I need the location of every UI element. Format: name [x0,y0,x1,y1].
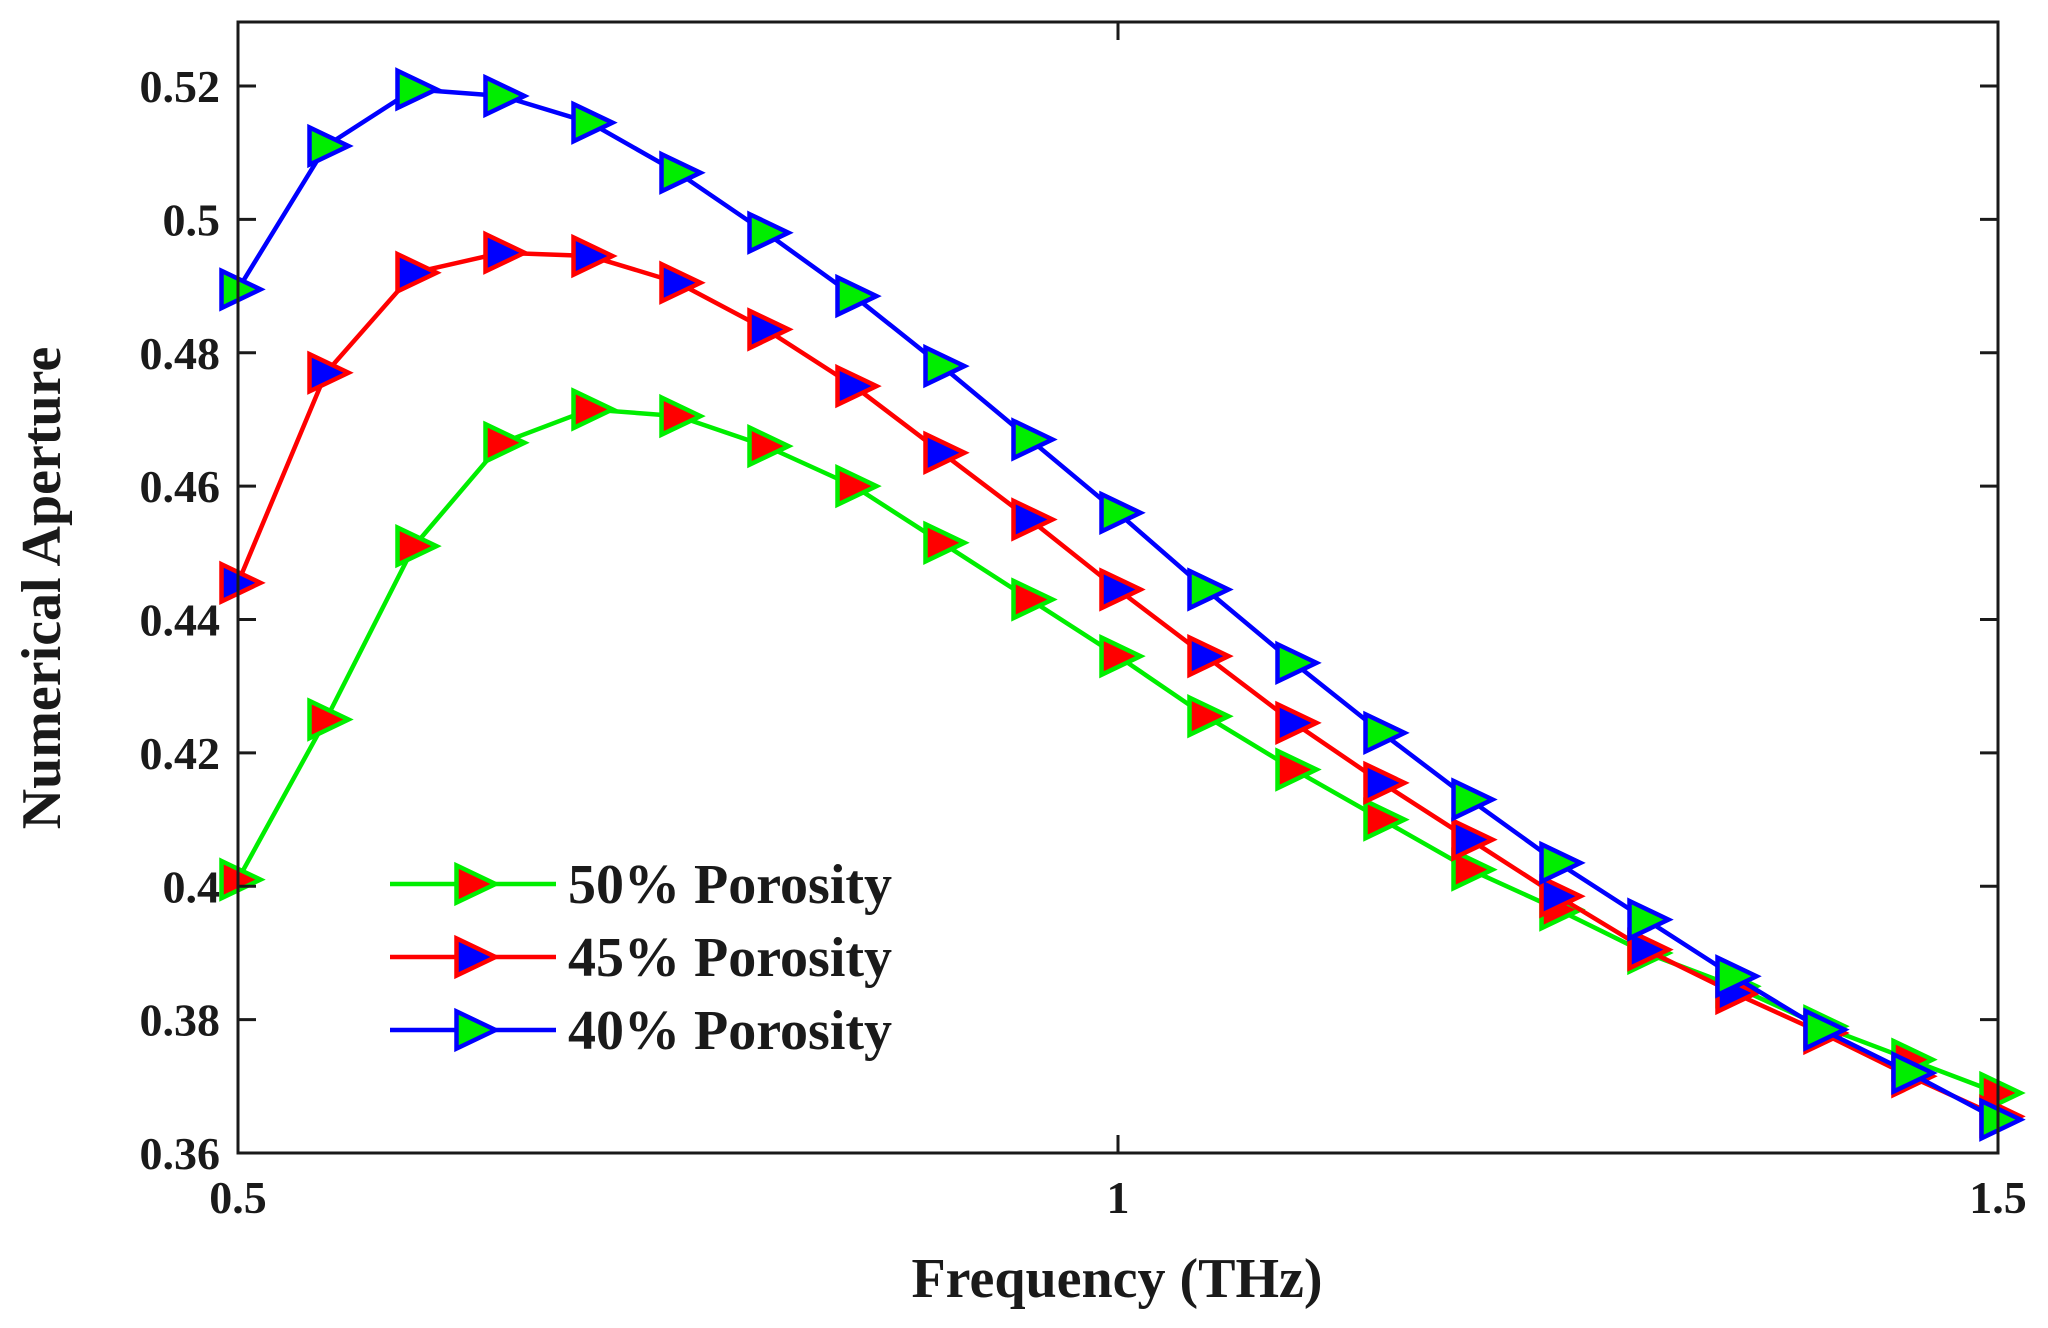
legend-marker [454,861,501,907]
data-point [1187,567,1234,612]
data-point [219,857,266,902]
data-point [747,210,794,255]
data-point [307,697,354,742]
data-point [1539,874,1586,919]
legend-label: 45% Porosity [568,927,892,989]
data-point [1099,490,1146,535]
data-point [835,463,882,509]
data-point [307,350,354,395]
data-point [1011,497,1058,542]
data-point [923,520,970,565]
axes-layer: 0.36 0.38 0.4 0.42 0.44 0.46 0.48 0.5 0.52 0.5 1 1.… [140,20,2027,1223]
y-tick-label: 0.44 [140,595,221,646]
data-point [1715,954,1762,999]
y-axis-title: Numerical Aperture [11,347,73,830]
x-tick-label: 1.5 [1969,1172,2027,1223]
y-tick-label: 0.38 [140,995,221,1046]
data-point [395,523,442,569]
data-point [483,73,530,119]
legend-label: 40% Porosity [568,1000,892,1062]
y-tick-label: 0.36 [140,1128,221,1179]
y-tick-label: 0.5 [163,194,221,245]
legend-entry: 40% Porosity [390,1000,892,1062]
data-point [1011,417,1058,462]
data-point [1363,760,1410,806]
data-point [483,420,530,465]
data-point [1891,1050,1938,1096]
data-point [1979,1097,2026,1142]
legend-entry: 45% Porosity [390,927,892,989]
data-point [219,560,266,605]
data-point [747,423,794,469]
data-point [1187,634,1234,679]
data-point [395,67,442,112]
data-point [1099,567,1146,612]
data-point [835,363,882,409]
data-point [659,260,706,305]
data-point [1451,847,1498,892]
data-point [1275,640,1322,686]
y-tick-label: 0.52 [140,61,221,112]
series-layer [219,67,2026,1142]
series-3 [219,67,2026,1142]
data-point [571,387,618,432]
x-tick-label: 0.5 [209,1172,267,1223]
y-tick-label: 0.46 [140,461,221,512]
data-point [571,233,618,279]
data-point [395,250,442,295]
data-point [1803,1007,1850,1052]
data-point [923,430,970,475]
data-point [1187,694,1234,739]
data-point [219,267,266,312]
data-point [571,100,618,145]
y-tick-label: 0.4 [163,861,221,912]
data-point [1275,700,1322,746]
legend-marker [454,1007,501,1053]
data-point [1099,634,1146,679]
data-point [1451,777,1498,822]
x-axis-title: Frequency (THz) [911,1248,1322,1310]
data-point [923,343,970,389]
y-tick-label: 0.48 [140,328,221,379]
legend-marker [454,934,501,980]
x-tick-label: 1 [1107,1172,1130,1223]
data-point [1363,710,1410,756]
legend-label: 50% Porosity [568,854,892,916]
data-point [747,307,794,352]
legend: 50% Porosity 45% Porosity 40% Porosity [390,854,892,1062]
legend-entry: 50% Porosity [390,854,892,916]
data-point [1627,897,1674,942]
data-point [659,150,706,195]
y-tick-label: 0.42 [140,728,221,779]
data-point [307,123,354,169]
data-point [835,273,882,319]
data-point [483,230,530,275]
data-point [1363,797,1410,842]
data-point [659,393,706,439]
data-point [1539,840,1586,886]
data-point [1011,577,1058,622]
data-point [1627,927,1674,972]
data-point [1451,817,1498,862]
data-point [1275,747,1322,792]
